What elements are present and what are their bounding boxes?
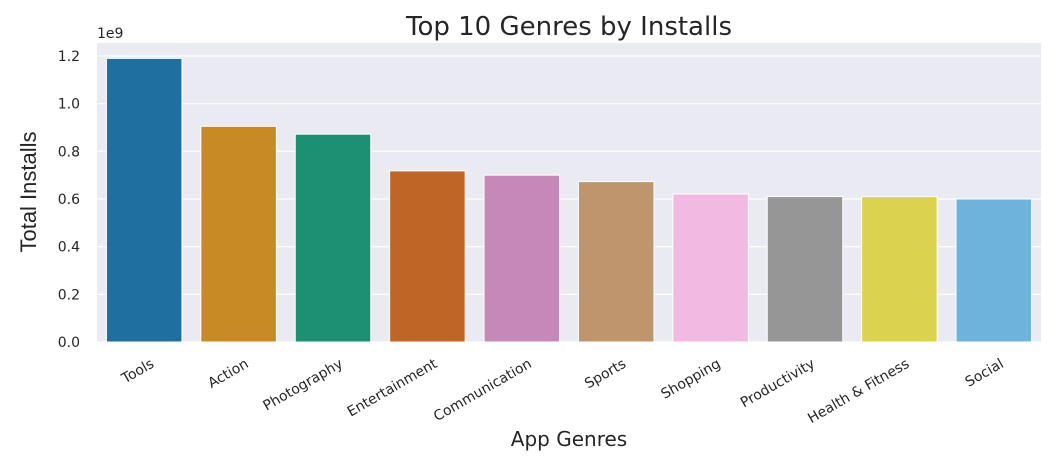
bar-tools — [105, 57, 183, 343]
bar-communication — [483, 174, 561, 343]
y-tick-label: 1.2 — [58, 49, 80, 65]
y-tick-label: 0.0 — [58, 335, 80, 351]
bar-shopping — [672, 193, 749, 343]
bar-health-fitness — [861, 196, 938, 343]
bar-entertainment — [389, 170, 466, 343]
bar-social — [955, 198, 1033, 343]
y-tick-label: 0.2 — [58, 287, 80, 303]
bar-photography — [294, 133, 372, 343]
y-axis-label: Total Installs — [16, 131, 41, 252]
x-axis-label: App Genres — [511, 427, 627, 451]
bars — [105, 57, 1033, 343]
y-tick-label: 1.0 — [58, 97, 80, 113]
y-tick-label: 0.6 — [58, 192, 80, 208]
bar-action — [200, 125, 277, 343]
chart-title: Top 10 Genres by Installs — [405, 12, 732, 42]
y-tick-label: 0.8 — [58, 144, 80, 160]
y-tick-label: 0.4 — [58, 240, 80, 256]
y-axis-offset-label: 1e9 — [97, 26, 123, 42]
bar-productivity — [766, 196, 844, 343]
y-tick-labels: 0.0 0.2 0.4 0.6 0.8 1.0 1.2 — [58, 49, 80, 351]
bar-sports — [577, 181, 655, 343]
